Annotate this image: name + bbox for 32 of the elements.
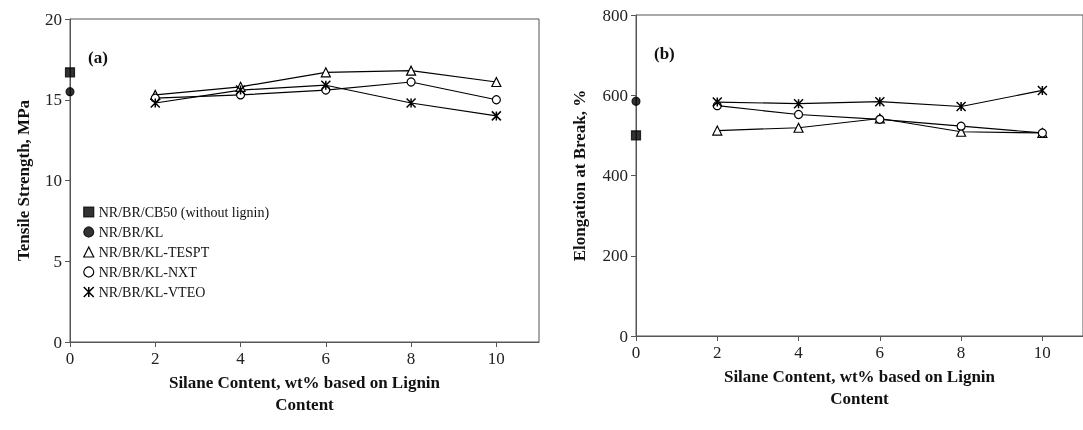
legend-label: NR/BR/KL	[98, 224, 164, 240]
annotation: (a)	[88, 48, 108, 67]
x-tick-label: 2	[151, 349, 160, 368]
y-tick-label: 10	[45, 171, 62, 190]
y-axis-title: Tensile Strength, MPa	[14, 99, 33, 262]
y-tick-label: 200	[602, 246, 628, 266]
x-tick-label: 10	[1033, 343, 1051, 362]
legend-label: NR/BR/KL-VTEO	[98, 284, 206, 300]
x-axis-title: Silane Content, wt% based on Lignin Content	[168, 373, 441, 415]
legend-label: NR/BR/KL-TESPT	[98, 244, 210, 260]
x-tick-label: 10	[487, 349, 505, 368]
x-tick-label: 0	[65, 349, 75, 368]
x-tick-label: 0	[631, 343, 641, 362]
y-tick-label: 800	[602, 5, 628, 25]
x-tick-label: 8	[406, 349, 416, 368]
y-tick-label: 15	[45, 90, 62, 110]
y-tick-label: 0	[619, 326, 628, 346]
legend-label: NR/BR/CB50 (without lignin)	[98, 204, 270, 221]
x-tick-label: 6	[321, 349, 331, 368]
x-axis-title: Silane Content, wt% based on Lignin Content	[723, 367, 996, 409]
annotation: (b)	[654, 44, 675, 63]
y-tick-label: 5	[53, 251, 62, 271]
y-tick-label: 400	[602, 166, 628, 185]
x-tick-label: 8	[956, 343, 966, 362]
x-tick-label: 2	[713, 343, 722, 362]
y-tick-label: 20	[45, 9, 62, 29]
x-tick-label: 4	[236, 349, 246, 368]
y-tick-label: 600	[602, 85, 628, 105]
legend-label: NR/BR/KL-NXT	[98, 264, 198, 280]
x-tick-label: 6	[875, 343, 885, 362]
y-axis-title: Elongation at Break, %	[570, 89, 589, 262]
x-tick-label: 4	[794, 343, 804, 362]
